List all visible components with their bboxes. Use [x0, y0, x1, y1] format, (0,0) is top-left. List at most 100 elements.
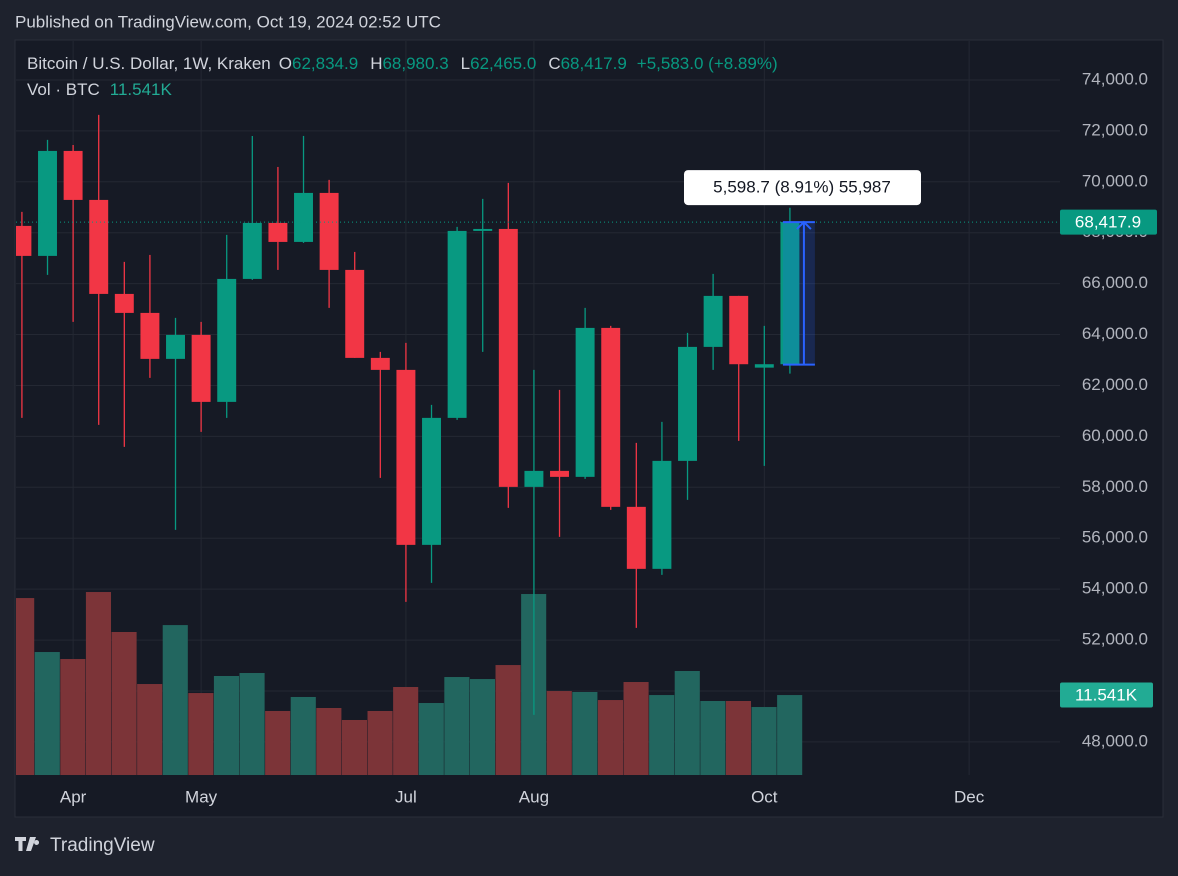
x-tick-label: Aug — [519, 787, 549, 806]
volume-bar — [111, 631, 137, 775]
candle-body — [601, 327, 621, 507]
ohlc-key: C — [548, 54, 560, 73]
measure-arrow — [796, 220, 812, 230]
measure-label: 5,598.7 (8.91%) 55,987 — [713, 178, 891, 197]
candle-body — [191, 334, 211, 402]
volume-bar — [34, 652, 60, 775]
volume-bar — [674, 671, 700, 775]
x-tick-label: Jul — [395, 787, 417, 806]
candle-body — [166, 334, 185, 359]
candle-body — [575, 327, 595, 477]
volume-legend: Vol · BTC 11.541K — [27, 80, 172, 99]
footer: TradingView — [50, 835, 155, 856]
candle-body — [268, 222, 288, 242]
volume-bar — [777, 695, 803, 775]
volume-bar — [239, 673, 265, 775]
volume-label-box — [1060, 682, 1153, 708]
volume-value: 11.541K — [110, 80, 173, 99]
change: +5,583.0 (+8.89%) — [637, 54, 778, 73]
candle-body — [678, 346, 697, 461]
x-tick-label: Oct — [751, 787, 778, 806]
volume-bar — [649, 695, 675, 775]
candle-body — [114, 293, 134, 313]
ohlc-value: 62,834.9 — [292, 54, 358, 73]
volume-bar — [367, 710, 393, 775]
volume-bar — [725, 701, 752, 775]
ohlc-key: L — [461, 54, 470, 73]
candle-body — [652, 460, 672, 569]
price-label: 68,417.9 — [1075, 213, 1141, 232]
candle-body — [319, 192, 339, 270]
x-tick-label: Dec — [954, 787, 985, 806]
volume-bar — [623, 682, 649, 775]
volume-bar — [60, 659, 86, 775]
candle-body — [754, 364, 774, 368]
candle-body — [242, 222, 262, 279]
volume-bar — [546, 691, 572, 775]
y-tick-label: 74,000.0 — [1082, 69, 1148, 88]
volume-bar — [700, 701, 726, 775]
candle-body — [498, 228, 518, 487]
y-tick-label: 48,000.0 — [1082, 731, 1148, 750]
candle-body — [729, 295, 749, 365]
measure-box — [782, 222, 815, 365]
x-tick-label: May — [185, 787, 218, 806]
candle-body — [16, 225, 32, 256]
footer-logo — [15, 837, 40, 851]
title: Bitcoin / U.S. Dollar, 1W, Kraken — [27, 54, 271, 73]
volume-bar — [418, 703, 444, 775]
volume-bar — [265, 710, 291, 775]
candle-body — [626, 506, 646, 569]
candle-body — [345, 269, 365, 358]
volume-bar — [213, 675, 240, 775]
y-tick-label: 66,000.0 — [1082, 273, 1148, 292]
volume-title: Vol · BTC — [27, 80, 100, 99]
ohlc-key: O — [279, 54, 292, 73]
volume-bar — [85, 592, 112, 775]
published: Published on TradingView.com, Oct 19, 20… — [15, 12, 441, 31]
candle-body — [89, 199, 109, 294]
ohlc-value: 68,980.3 — [382, 54, 448, 73]
candle-body — [294, 192, 313, 242]
volume-bar — [137, 684, 163, 775]
volume-bar — [751, 707, 777, 775]
candle-body — [217, 278, 237, 402]
volume-bar — [341, 719, 368, 775]
candle-body — [422, 417, 441, 545]
plot — [16, 114, 803, 775]
y-tick-label: 72,000.0 — [1082, 120, 1148, 139]
volume-bar — [469, 679, 496, 775]
candle-body — [447, 230, 467, 418]
y-tick-label: 56,000.0 — [1082, 528, 1148, 547]
price-label-box — [1060, 209, 1157, 235]
y-tick-label: 64,000.0 — [1082, 324, 1148, 343]
candle-body — [524, 470, 544, 487]
y-tick-label: 58,000.0 — [1082, 477, 1148, 496]
candle-body — [550, 470, 569, 477]
candle-body — [63, 150, 83, 200]
volume-bar — [572, 691, 598, 775]
legend-line: Bitcoin / U.S. Dollar, 1W, Kraken O62,834… — [27, 54, 778, 73]
ohlc-value: 68,417.9 — [561, 54, 627, 73]
measure-label-box — [684, 170, 921, 206]
y-tick-label: 62,000.0 — [1082, 375, 1148, 394]
y-tick-label: 70,000.0 — [1082, 171, 1148, 190]
candle-body — [396, 369, 416, 545]
candle-body — [473, 228, 493, 231]
volume-bar — [495, 665, 521, 775]
candle-body — [38, 150, 57, 256]
volume-bar — [290, 696, 316, 775]
ohlc-value: 62,465.0 — [470, 54, 536, 73]
volume-bar — [316, 708, 342, 775]
candle-body — [703, 295, 723, 347]
volume-bar — [444, 677, 470, 775]
candle-body — [780, 222, 800, 365]
volume-bar — [393, 687, 419, 775]
volume-bar — [597, 700, 624, 775]
volume-bar — [16, 598, 35, 775]
ohlc-key: H — [370, 54, 382, 73]
volume-bar — [188, 693, 214, 775]
x-tick-label: Apr — [60, 787, 87, 806]
y-tick-label: 54,000.0 — [1082, 579, 1148, 598]
